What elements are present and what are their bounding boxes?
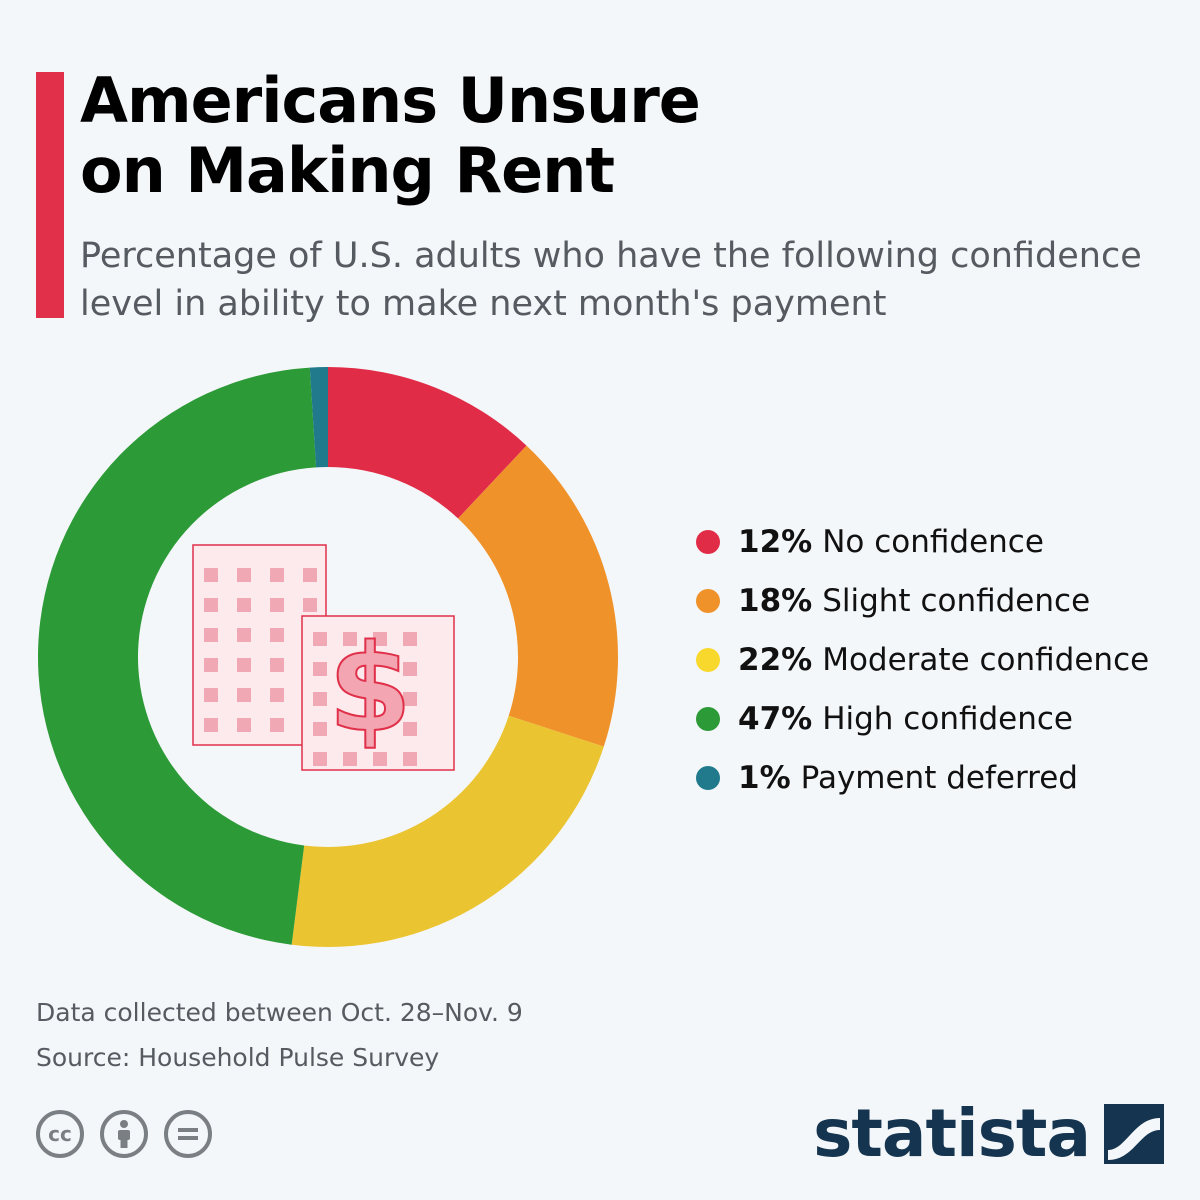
building-window bbox=[313, 692, 327, 706]
svg-text:$: $ bbox=[328, 620, 412, 759]
building-window bbox=[204, 598, 218, 612]
title-line-1: Americans Unsure bbox=[80, 64, 701, 137]
building-window bbox=[403, 722, 417, 736]
subtitle-line-2: level in ability to make next month's pa… bbox=[80, 284, 887, 324]
building-window bbox=[313, 632, 327, 646]
building-window bbox=[204, 628, 218, 642]
donut-slice-no-confidence bbox=[328, 367, 527, 519]
statista-logo-icon bbox=[1104, 1104, 1164, 1164]
building-window bbox=[237, 718, 251, 732]
legend-value: 12% bbox=[738, 523, 813, 560]
building-window bbox=[403, 752, 417, 766]
donut-slice-slight-confidence bbox=[458, 445, 619, 747]
building-window bbox=[270, 688, 284, 702]
building-window bbox=[204, 658, 218, 672]
legend-label: Slight confidence bbox=[822, 582, 1091, 619]
legend: 12% No confidence 18% Slight confidence 22… bbox=[696, 512, 1149, 807]
legend-value: 22% bbox=[738, 641, 813, 678]
building-window bbox=[343, 632, 357, 646]
donut-slices bbox=[37, 367, 619, 947]
building-window bbox=[313, 662, 327, 676]
building-window bbox=[270, 718, 284, 732]
legend-value: 47% bbox=[738, 700, 813, 737]
brand: statista bbox=[813, 1098, 1164, 1170]
legend-label: Moderate confidence bbox=[822, 641, 1150, 678]
title-accent-bar bbox=[36, 72, 64, 318]
legend-value: 18% bbox=[738, 582, 813, 619]
legend-swatch bbox=[696, 529, 720, 554]
building-window bbox=[237, 688, 251, 702]
donut-slice-payment-deferred bbox=[309, 367, 328, 468]
building-window bbox=[403, 632, 417, 646]
chart-title: Americans Unsure on Making Rent bbox=[80, 64, 701, 207]
creative-commons-icon: cc bbox=[36, 1110, 84, 1158]
building-with-dollar-icon: $ bbox=[192, 544, 455, 771]
legend-label: Payment deferred bbox=[800, 759, 1078, 796]
building-window bbox=[270, 598, 284, 612]
brand-name: statista bbox=[813, 1095, 1091, 1172]
legend-swatch bbox=[696, 647, 720, 672]
legend-swatch bbox=[696, 765, 720, 790]
building-window bbox=[373, 632, 387, 646]
building-window bbox=[237, 598, 251, 612]
building-window bbox=[270, 568, 284, 582]
legend-item-payment-deferred: 1% Payment deferred bbox=[696, 748, 1149, 807]
building-window bbox=[237, 568, 251, 582]
building-window bbox=[270, 628, 284, 642]
building-window bbox=[403, 662, 417, 676]
legend-item-moderate-confidence: 22% Moderate confidence bbox=[696, 630, 1149, 689]
building-window bbox=[303, 568, 317, 582]
chart-subtitle: Percentage of U.S. adults who have the f… bbox=[80, 232, 1180, 328]
source-note: Source: Household Pulse Survey bbox=[36, 1043, 440, 1072]
building-window bbox=[204, 688, 218, 702]
data-collection-note: Data collected between Oct. 28–Nov. 9 bbox=[36, 998, 523, 1027]
donut-slice-high-confidence bbox=[37, 367, 317, 945]
building-window bbox=[373, 752, 387, 766]
attribution-icon bbox=[100, 1110, 148, 1158]
legend-swatch bbox=[696, 706, 720, 731]
legend-swatch bbox=[696, 588, 720, 613]
footnote: Data collected between Oct. 28–Nov. 9 So… bbox=[36, 990, 523, 1080]
subtitle-line-1: Percentage of U.S. adults who have the f… bbox=[80, 236, 1142, 276]
building-window bbox=[303, 598, 317, 612]
building-window bbox=[270, 658, 284, 672]
legend-value: 1% bbox=[738, 759, 791, 796]
legend-item-slight-confidence: 18% Slight confidence bbox=[696, 571, 1149, 630]
building-window bbox=[204, 718, 218, 732]
legend-item-high-confidence: 47% High confidence bbox=[696, 689, 1149, 748]
license-icons: cc bbox=[36, 1110, 212, 1158]
no-derivatives-icon bbox=[164, 1110, 212, 1158]
title-line-2: on Making Rent bbox=[80, 134, 615, 207]
building-window bbox=[237, 628, 251, 642]
building-window bbox=[343, 752, 357, 766]
building-window bbox=[403, 692, 417, 706]
building-window bbox=[204, 568, 218, 582]
building-window bbox=[313, 722, 327, 736]
legend-label: No confidence bbox=[822, 523, 1044, 560]
legend-item-no-confidence: 12% No confidence bbox=[696, 512, 1149, 571]
legend-label: High confidence bbox=[822, 700, 1074, 737]
donut-slice-moderate-confidence bbox=[291, 715, 604, 947]
building-window bbox=[313, 752, 327, 766]
donut-chart: $ bbox=[37, 367, 619, 947]
building-window bbox=[237, 658, 251, 672]
